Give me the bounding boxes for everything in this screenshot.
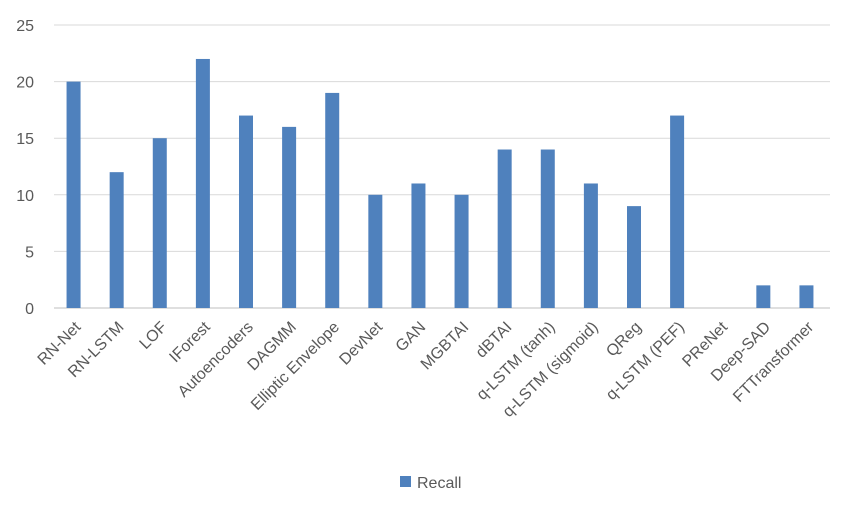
- y-tick-label: 20: [16, 75, 34, 92]
- y-tick-label: 15: [16, 131, 34, 148]
- x-category-label: QReg: [603, 319, 645, 361]
- bar-rn-lstm: [109, 172, 124, 308]
- bar-devnet: [368, 194, 383, 308]
- bar-rn-net: [66, 81, 81, 308]
- x-category-label: MGBTAI: [418, 319, 473, 374]
- bar-dbtai: [497, 149, 512, 308]
- y-tick-label: 5: [25, 244, 34, 261]
- x-category-label: LOF: [137, 319, 171, 353]
- bar-dagmm: [282, 126, 297, 308]
- x-category-label: DevNet: [336, 318, 386, 368]
- bar-lof: [152, 138, 167, 308]
- legend-swatch: [400, 476, 411, 487]
- bars: [66, 58, 814, 309]
- y-tick-label: 25: [16, 18, 34, 35]
- y-axis-ticks: 0 5 10 15 20 25: [16, 18, 34, 318]
- bar-q-lstm-sigmoid: [583, 183, 598, 308]
- bar-q-lstm-tanh: [540, 149, 555, 308]
- bar-gan: [411, 183, 426, 308]
- x-category-label: FTTransformer: [730, 318, 818, 406]
- bar-deep-sad: [756, 285, 771, 308]
- bar-elliptic-envelope: [325, 92, 340, 308]
- x-category-label: Autoencoders: [175, 319, 257, 401]
- bar-mgbtai: [454, 194, 469, 308]
- bar-autoencoders: [239, 115, 253, 308]
- bar-fttransformer: [799, 285, 814, 308]
- bar-q-lstm-pef: [670, 115, 685, 308]
- legend: Recall: [400, 475, 461, 492]
- legend-label: Recall: [417, 475, 461, 492]
- x-category-label: q-LSTM (PEF): [603, 319, 688, 404]
- x-category-label: GAN: [393, 319, 430, 356]
- gridlines: [54, 24, 830, 309]
- y-tick-label: 0: [25, 301, 34, 318]
- y-tick-label: 10: [16, 188, 34, 205]
- bar-iforest: [195, 58, 210, 309]
- bar-qreg: [627, 206, 641, 308]
